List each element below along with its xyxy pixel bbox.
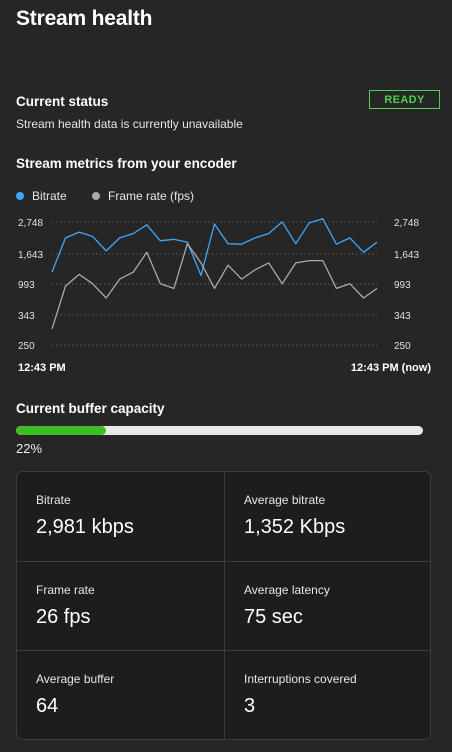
frame-rate-series-line — [51, 243, 378, 330]
stat-label: Bitrate — [36, 493, 71, 507]
y-tick-label-right: 343 — [394, 311, 411, 322]
stat-label: Average latency — [244, 583, 330, 597]
stat-value: 2,981 kbps — [36, 516, 134, 538]
buffer-capacity-percent: 22% — [16, 441, 43, 456]
stat-value: 26 fps — [36, 606, 91, 628]
stats-divider-vertical — [224, 472, 225, 739]
y-tick-label-right: 1,643 — [394, 250, 419, 261]
stat-label: Average bitrate — [244, 493, 326, 507]
stat-label: Frame rate — [36, 583, 95, 597]
stats-card: Bitrate 2,981 kbps Average bitrate 1,352… — [16, 471, 431, 740]
stat-average-latency: Average latency 75 sec — [225, 562, 430, 651]
stat-frame-rate: Frame rate 26 fps — [17, 562, 224, 651]
current-status-heading: Current status — [16, 94, 109, 109]
stat-label: Average buffer — [36, 672, 115, 686]
page-title: Stream health — [16, 7, 153, 30]
stream-metrics-heading: Stream metrics from your encoder — [16, 156, 237, 171]
y-tick-label-left: 250 — [18, 341, 35, 352]
stream-metrics-chart: 2,748 2,748 1,643 1,643 993 993 343 343 250 250 — [18, 218, 419, 352]
stats-divider-horizontal — [17, 561, 430, 562]
stat-average-buffer: Average buffer 64 — [17, 651, 224, 739]
buffer-capacity-bar — [16, 426, 423, 435]
stat-value: 75 sec — [244, 606, 303, 628]
legend-item-frame-rate: Frame rate (fps) — [92, 188, 194, 204]
y-tick-label-right: 250 — [394, 341, 411, 352]
legend-label-bitrate: Bitrate — [32, 189, 67, 203]
frame-rate-legend-dot-icon — [92, 192, 100, 200]
buffer-capacity-heading: Current buffer capacity — [16, 401, 165, 416]
stat-label: Interruptions covered — [244, 672, 357, 686]
buffer-capacity-fill — [16, 426, 106, 435]
stat-value: 3 — [244, 695, 256, 717]
y-tick-label-left: 343 — [18, 311, 35, 322]
stat-average-bitrate: Average bitrate 1,352 Kbps — [225, 472, 430, 561]
legend-label-frame-rate: Frame rate (fps) — [108, 189, 195, 203]
y-tick-label-left: 2,748 — [18, 218, 43, 229]
stats-divider-horizontal — [17, 650, 430, 651]
y-tick-label-right: 2,748 — [394, 218, 419, 229]
y-tick-label-left: 993 — [18, 280, 35, 291]
legend-item-bitrate: Bitrate — [16, 188, 67, 204]
chart-time-start: 12:43 PM — [18, 362, 66, 374]
bitrate-legend-dot-icon — [16, 192, 24, 200]
bitrate-series-line — [51, 218, 378, 277]
status-badge: READY — [369, 90, 440, 109]
stat-value: 64 — [36, 695, 59, 717]
stat-value: 1,352 Kbps — [244, 516, 346, 538]
stat-bitrate: Bitrate 2,981 kbps — [17, 472, 224, 561]
y-tick-label-left: 1,643 — [18, 250, 43, 261]
stat-interruptions-covered: Interruptions covered 3 — [225, 651, 430, 739]
chart-time-end: 12:43 PM (now) — [350, 362, 431, 374]
status-message: Stream health data is currently unavaila… — [16, 117, 243, 131]
y-tick-label-right: 993 — [394, 280, 411, 291]
